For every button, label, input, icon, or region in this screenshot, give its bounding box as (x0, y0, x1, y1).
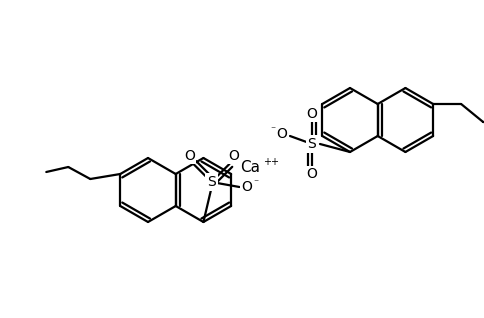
Text: ++: ++ (262, 157, 278, 167)
Text: O: O (306, 167, 317, 181)
Text: S: S (307, 137, 316, 151)
Text: O: O (306, 107, 317, 121)
Text: O: O (183, 149, 195, 163)
Text: Ca: Ca (240, 161, 259, 176)
Text: S: S (207, 175, 215, 189)
Text: O: O (241, 180, 251, 194)
Text: O: O (276, 127, 287, 141)
Text: ⁻: ⁻ (253, 178, 258, 188)
Text: O: O (227, 149, 239, 163)
Text: ⁻: ⁻ (269, 125, 274, 135)
